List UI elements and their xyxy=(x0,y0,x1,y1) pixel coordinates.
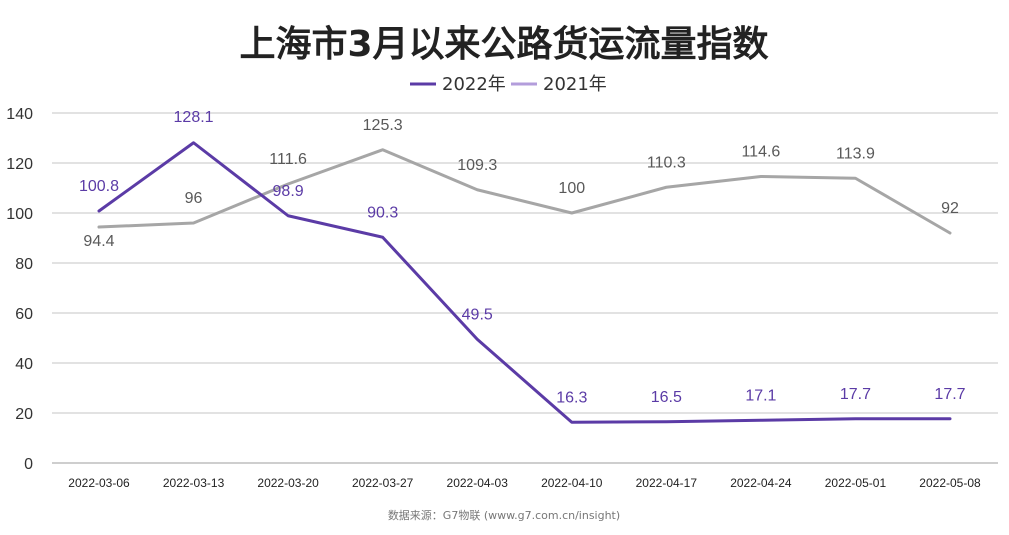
x-tick-label: 2022-04-17 xyxy=(636,476,698,490)
x-tick-label: 2022-04-03 xyxy=(447,476,509,490)
data-label: 96 xyxy=(185,190,203,207)
y-tick-label: 80 xyxy=(15,256,33,273)
data-label: 90.3 xyxy=(367,204,398,221)
data-label: 92 xyxy=(941,200,959,217)
y-axis: 0 20 40 60 80 100 120 140 xyxy=(6,106,33,473)
data-label: 49.5 xyxy=(462,306,493,323)
data-label: 100 xyxy=(558,180,585,197)
data-label: 110.3 xyxy=(647,154,686,171)
y-tick-label: 0 xyxy=(24,456,33,473)
y-tick-label: 140 xyxy=(6,106,33,123)
source-note: 数据来源：G7物联 (www.g7.com.cn/insight) xyxy=(388,508,620,522)
data-label: 114.6 xyxy=(741,144,780,161)
y-tick-label: 20 xyxy=(15,406,33,423)
data-label: 17.7 xyxy=(934,386,965,403)
x-tick-label: 2022-05-01 xyxy=(825,476,887,490)
x-tick-label: 2022-03-13 xyxy=(163,476,225,490)
legend: 2022年 2021年 xyxy=(410,74,607,95)
series-line-2021 xyxy=(97,148,952,235)
x-tick-label: 2022-04-10 xyxy=(541,476,603,490)
data-label: 17.7 xyxy=(840,386,871,403)
data-label: 125.3 xyxy=(363,117,403,134)
x-axis: 2022-03-06 2022-03-13 2022-03-20 2022-03-27… xyxy=(68,476,981,490)
series-lines xyxy=(97,141,952,424)
data-label: 17.1 xyxy=(745,387,776,404)
data-label: 100.8 xyxy=(79,178,119,195)
legend-label-2021: 2021年 xyxy=(543,74,607,95)
gridlines xyxy=(52,112,998,464)
x-tick-label: 2022-04-24 xyxy=(730,476,792,490)
y-tick-label: 40 xyxy=(15,356,33,373)
data-label: 113.9 xyxy=(836,145,875,162)
data-labels: 94.4 96 111.6 125.3 109.3 100 110.3 114.6 113.9 9… xyxy=(79,109,966,407)
data-label: 111.6 xyxy=(269,151,307,168)
chart-title: 上海市3月以来公路货运流量指数 xyxy=(239,24,768,65)
data-label: 128.1 xyxy=(174,109,214,126)
y-tick-label: 120 xyxy=(6,156,33,173)
x-tick-label: 2022-03-06 xyxy=(68,476,130,490)
y-tick-label: 100 xyxy=(6,206,33,223)
data-label: 94.4 xyxy=(83,233,114,250)
data-label: 109.3 xyxy=(457,157,497,174)
legend-label-2022: 2022年 xyxy=(442,74,506,95)
series-line-2022 xyxy=(97,141,952,424)
y-tick-label: 60 xyxy=(15,306,33,323)
x-tick-label: 2022-03-20 xyxy=(257,476,319,490)
x-tick-label: 2022-03-27 xyxy=(352,476,414,490)
data-label: 16.3 xyxy=(556,389,587,406)
data-label: 16.5 xyxy=(651,389,682,406)
x-tick-label: 2022-05-08 xyxy=(919,476,981,490)
data-label: 98.9 xyxy=(273,183,304,200)
